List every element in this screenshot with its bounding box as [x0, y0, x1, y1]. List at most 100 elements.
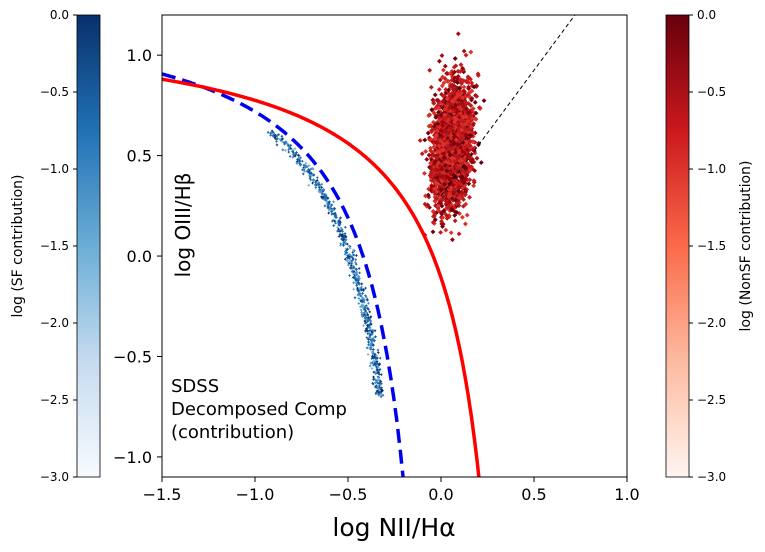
sf-point: [374, 355, 378, 359]
sf-point: [289, 143, 293, 147]
nonsf-point: [467, 114, 473, 119]
nonsf-point: [468, 103, 474, 108]
sf-point: [272, 134, 276, 138]
sf-point: [377, 393, 381, 398]
nonsf-point: [452, 97, 457, 103]
nonsf-point: [459, 117, 465, 123]
sf-point: [377, 363, 381, 367]
sf-point: [333, 219, 337, 223]
sf-point: [343, 232, 347, 236]
nonsf-point: [450, 164, 456, 170]
sf-point: [318, 184, 323, 188]
sf-point: [297, 158, 301, 162]
nonsf-point: [434, 124, 440, 130]
sf-point: [368, 334, 372, 338]
x-tick-label: −1.0: [236, 485, 275, 504]
nonsf-point: [438, 210, 444, 216]
sf-point: [272, 132, 276, 136]
sf-point: [280, 140, 284, 144]
nonsf-point: [450, 161, 455, 167]
nonsf-point: [458, 77, 463, 82]
sf-point: [287, 150, 291, 154]
sf-point: [285, 142, 290, 146]
nonsf-point: [440, 171, 445, 177]
sf-point: [369, 345, 373, 349]
nonsf-point: [448, 135, 454, 141]
colorbar-tick-label: −1.0: [697, 162, 726, 176]
nonsf-point: [432, 173, 438, 179]
nonsf-point: [445, 78, 450, 84]
sf-point: [360, 291, 365, 295]
sf-point: [300, 168, 305, 172]
nonsf-point: [453, 150, 459, 155]
nonsf-point: [444, 143, 450, 149]
sf-point: [333, 211, 337, 215]
y-tick-label: −0.5: [113, 347, 152, 366]
sf-point: [350, 269, 354, 273]
nonsf-point: [473, 92, 478, 98]
nonsf-point: [447, 147, 453, 152]
nonsf-point: [432, 123, 438, 129]
nonsf-point: [447, 84, 453, 90]
sf-point: [307, 168, 312, 172]
sf-point: [363, 321, 367, 325]
nonsf-point: [441, 93, 446, 99]
nonsf-point: [471, 121, 476, 126]
sf-point: [371, 359, 376, 363]
sf-point: [354, 280, 359, 284]
nonsf-point: [457, 69, 463, 74]
colorbar-tick-label: −3.0: [40, 470, 69, 484]
sf-point: [333, 221, 338, 225]
sf-point: [354, 267, 358, 271]
nonsf-point: [457, 195, 462, 201]
sf-point: [343, 238, 347, 243]
sf-point: [368, 310, 372, 314]
sf-point: [358, 282, 362, 286]
nonsf-point: [452, 159, 458, 164]
sf-point: [374, 392, 378, 396]
annotation-line-1: SDSS: [171, 376, 219, 397]
nonsf-point: [452, 180, 458, 185]
nonsf-point: [453, 86, 459, 92]
nonsf-point: [447, 142, 453, 148]
sf-point: [281, 137, 285, 141]
nonsf-point: [448, 182, 454, 188]
nonsf-point: [445, 173, 450, 178]
sf-point: [368, 332, 372, 336]
sf-point: [375, 379, 379, 383]
nonsf-point: [448, 104, 454, 110]
sf-point: [275, 134, 279, 138]
sf-point: [368, 327, 372, 331]
nonsf-point: [468, 49, 474, 55]
nonsf-point: [429, 183, 435, 189]
nonsf-point: [445, 71, 451, 77]
sf-point: [331, 212, 335, 216]
sf-point: [371, 355, 375, 359]
nonsf-point: [467, 194, 472, 200]
sf-point: [331, 200, 336, 204]
sf-point: [347, 273, 352, 278]
sf-point: [339, 243, 343, 247]
sf-point: [332, 224, 336, 228]
nonsf-point: [469, 96, 475, 101]
nonsf-point: [478, 160, 484, 165]
sf-point: [365, 328, 369, 332]
nonsf-point: [456, 102, 462, 107]
sf-point: [374, 371, 378, 375]
sf-point: [335, 215, 339, 219]
nonsf-point: [457, 166, 463, 171]
nonsf-point: [429, 173, 435, 179]
sf-point: [356, 293, 361, 297]
sf-point: [296, 156, 301, 160]
sf-point: [351, 272, 356, 276]
sf-point: [376, 378, 380, 382]
sf-point: [355, 283, 359, 288]
sf-point: [352, 281, 356, 285]
colorbar-tick-label: −3.0: [697, 470, 726, 484]
sf-point: [364, 311, 368, 315]
sf-point: [317, 185, 321, 189]
nonsf-point: [446, 204, 452, 210]
nonsf-point: [440, 224, 445, 229]
sf-point: [268, 133, 273, 137]
sf-point: [291, 150, 295, 154]
